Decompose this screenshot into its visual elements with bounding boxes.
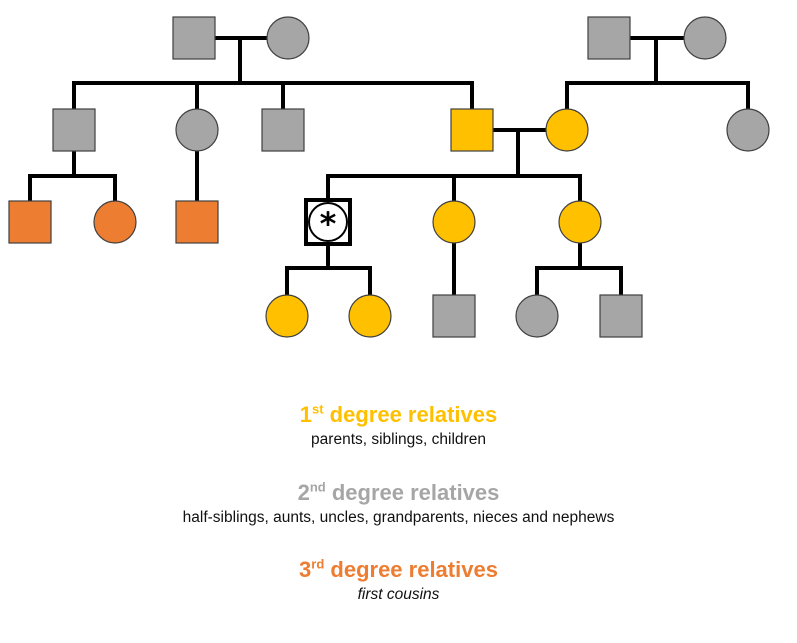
pedigree-pgf-male [172,16,216,60]
pedigree-lines [28,36,750,297]
legend-first-degree-desc: parents, siblings, children [311,431,486,448]
pedigree-nephew2-male [599,294,643,338]
legend-first-degree-text: degree relatives [323,402,498,427]
pedigree-aunt2-female [726,108,770,152]
legend-third-degree-title: 3rd degree relatives [0,557,797,583]
pedigree-uncle1-male [52,108,96,152]
pedigree-uncle2-male [261,108,305,152]
legend-first-degree-title: 1st degree relatives [0,402,797,428]
legend-second-degree-num: 2 [297,480,310,505]
pedigree-sister2-female [558,200,602,244]
pedigree-symbols: * [8,16,770,338]
pedigree-niece1-female [515,294,559,338]
legend-third-degree-text: degree relatives [324,557,498,582]
pedigree-daughter2-female [348,294,392,338]
pedigree-aunt1-female [175,108,219,152]
pedigree-pgm-female [266,16,310,60]
pedigree-father-male [450,108,494,152]
legend-third-degree: 3rd degree relatives first cousins [0,557,797,605]
pedigree-mgm-female [683,16,727,60]
pedigree-nephew1-male [432,294,476,338]
legend-third-degree-desc: first cousins [357,586,440,603]
pedigree-mgf-male [587,16,631,60]
legend-first-degree: 1st degree relatives parents, siblings, … [0,402,797,450]
legend-first-degree-sup: st [312,401,324,417]
pedigree-cousin1-male [8,200,52,244]
pedigree-daughter1-female [265,294,309,338]
legend-second-degree-sup: nd [309,479,326,495]
legend-first-degree-num: 1 [299,402,312,427]
pedigree-mother-female [545,108,589,152]
legend-second-degree-title: 2nd degree relatives [0,480,797,506]
legend-third-degree-num: 3 [299,557,312,582]
pedigree-cousin3-male [175,200,219,244]
legend-second-degree-desc: half-siblings, aunts, uncles, grandparen… [182,509,615,526]
proband-circle [308,202,348,242]
legend-second-degree: 2nd degree relatives half-siblings, aunt… [0,480,797,528]
proband-asterisk: * [320,205,337,243]
pedigree-cousin2-female [93,200,137,244]
pedigree-sister1-female [432,200,476,244]
legend-third-degree-sup: rd [311,556,325,572]
legend-second-degree-text: degree relatives [325,480,500,505]
pedigree-diagram: * [8,16,770,338]
